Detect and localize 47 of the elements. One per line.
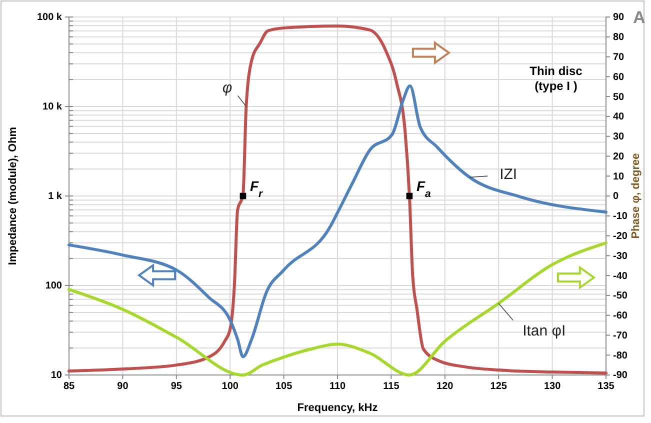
series-label: IZI xyxy=(500,166,518,184)
y-tick-label: 10 k xyxy=(42,102,62,113)
y2-tick-label: 90 xyxy=(613,12,625,24)
y-tick-label: 100 k xyxy=(36,12,62,24)
y2-tick-label: -30 xyxy=(613,250,628,262)
y2-tick-label: 80 xyxy=(613,32,625,44)
x-tick-label: 95 xyxy=(170,381,182,392)
annotation: (type I ) xyxy=(534,79,578,93)
y-axis-title: Impedance (module), Ohm xyxy=(7,126,19,266)
y2-tick-label: 10 xyxy=(613,171,625,182)
y2-tick-label: -20 xyxy=(613,230,628,242)
y2-tick-label: -40 xyxy=(613,270,628,282)
x-tick-label: 115 xyxy=(383,381,400,392)
x-tick-label: 135 xyxy=(598,381,615,392)
y-tick-label: 1 k xyxy=(48,191,62,202)
line-series xyxy=(68,241,608,376)
x-tick-label: 130 xyxy=(544,381,562,392)
annotation: F$_{a}$ xyxy=(416,178,432,200)
x-tick-label: 90 xyxy=(117,381,129,392)
y2-axis-title: Phase φ, degree xyxy=(630,153,642,239)
y2-tick-label: -50 xyxy=(613,290,628,302)
y-tick-label: 100 xyxy=(45,280,62,292)
x-tick-label: 100 xyxy=(222,381,239,392)
y2-tick-label: 60 xyxy=(613,72,625,83)
y2-tick-label: 40 xyxy=(613,112,625,123)
series-label: Itan φI xyxy=(522,322,566,340)
x-tick-label: 125 xyxy=(490,381,508,392)
y2-tick-label: -60 xyxy=(613,310,628,322)
x-axis-title: Frequency, kHz xyxy=(297,402,378,414)
y2-tick-label: 30 xyxy=(613,132,625,143)
series-label: φ xyxy=(222,79,232,96)
x-tick-label: 110 xyxy=(329,381,346,392)
y2-tick-label: 70 xyxy=(613,52,625,63)
y2-tick-label: -70 xyxy=(613,330,628,342)
y2-tick-label: -10 xyxy=(613,211,628,222)
y2-tick-label: 20 xyxy=(613,151,625,162)
line-series xyxy=(68,24,608,375)
x-tick-label: 120 xyxy=(436,381,454,392)
x-tick-label: 85 xyxy=(63,381,75,392)
y-tick-label: 10 xyxy=(50,370,62,382)
y2-tick-label: 50 xyxy=(613,92,625,103)
y2-tick-label: -90 xyxy=(613,370,628,382)
y2-tick-label: -80 xyxy=(613,350,628,362)
x-tick-label: 105 xyxy=(275,381,293,392)
y2-tick-label: 0 xyxy=(613,191,619,202)
annotation: F$_{r}$ xyxy=(250,178,264,200)
annotation: Thin disc xyxy=(530,64,583,78)
